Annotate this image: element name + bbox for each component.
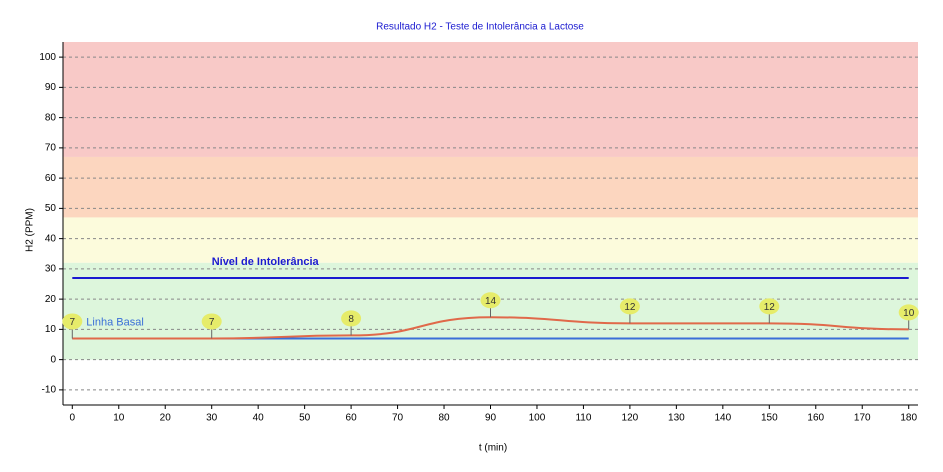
x-tick-label: 60 (346, 413, 358, 424)
x-tick-label: 150 (761, 413, 778, 424)
band (63, 42, 918, 157)
x-tick-label: 80 (438, 413, 450, 424)
data-label: 12 (764, 302, 776, 313)
reference-label: Linha Basal (86, 316, 144, 328)
reference-label: Nível de Intolerância (212, 256, 320, 268)
x-tick-label: 0 (70, 413, 76, 424)
y-tick-label: 60 (45, 173, 57, 184)
x-tick-label: 20 (160, 413, 172, 424)
data-label: 14 (485, 296, 497, 307)
value-bubble (619, 298, 640, 315)
value-bubble (759, 298, 780, 315)
data-label: 7 (70, 317, 76, 328)
x-tick-label: 170 (854, 413, 871, 424)
x-tick-label: 110 (575, 413, 591, 424)
y-tick-label: 100 (39, 52, 56, 63)
x-tick-label: 160 (807, 413, 824, 424)
x-tick-label: 100 (529, 413, 546, 424)
y-tick-label: 30 (45, 264, 57, 275)
x-tick-label: 50 (299, 413, 311, 424)
y-tick-label: 40 (45, 233, 57, 244)
chart-title: Resultado H2 - Teste de Intolerância a L… (376, 22, 584, 33)
y-tick-label: 70 (45, 143, 57, 154)
value-bubble (201, 313, 222, 330)
x-tick-label: 40 (253, 413, 265, 424)
x-tick-label: 180 (900, 413, 917, 424)
data-label: 8 (348, 314, 354, 325)
x-tick-label: 70 (392, 413, 404, 424)
data-label: 12 (624, 302, 636, 313)
data-label: 7 (209, 317, 215, 328)
x-tick-label: 90 (485, 413, 497, 424)
value-bubble (480, 292, 501, 309)
x-tick-label: 130 (668, 413, 685, 424)
x-tick-label: 120 (622, 413, 639, 424)
value-bubble (341, 310, 362, 327)
value-bubble (898, 304, 919, 321)
y-tick-label: 10 (45, 324, 57, 335)
x-tick-label: 10 (113, 413, 125, 424)
x-tick-label: 140 (714, 413, 731, 424)
value-bubble (62, 313, 83, 330)
y-tick-label: 90 (45, 82, 57, 93)
x-tick-label: 30 (206, 413, 218, 424)
data-label: 10 (903, 308, 915, 319)
band (63, 156, 918, 218)
y-tick-label: -10 (42, 385, 57, 396)
y-tick-label: 20 (45, 294, 57, 305)
band (63, 217, 918, 263)
y-tick-label: 50 (45, 203, 57, 214)
y-axis-label: H2 (PPM) (25, 208, 36, 252)
x-axis-label: t (min) (479, 443, 507, 454)
y-tick-label: 0 (50, 354, 56, 365)
y-tick-label: 80 (45, 112, 57, 123)
